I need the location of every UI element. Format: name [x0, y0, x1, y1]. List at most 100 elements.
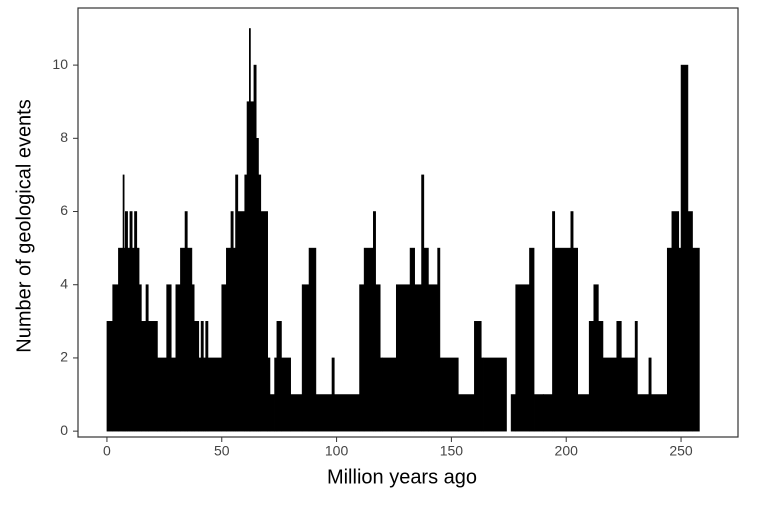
bar [428, 284, 438, 432]
bar [331, 357, 335, 432]
bar [131, 247, 135, 432]
bar [184, 211, 188, 432]
bar [175, 284, 181, 432]
bar [678, 247, 682, 432]
x-axis-title: Million years ago [327, 466, 477, 488]
bar [187, 247, 193, 432]
y-tick-label: 8 [60, 129, 68, 145]
bar [198, 357, 202, 432]
bar [112, 284, 119, 432]
bar [457, 394, 475, 432]
bar [157, 357, 167, 432]
x-tick-label: 50 [214, 443, 230, 459]
x-tick-label: 250 [669, 443, 693, 459]
y-tick-label: 6 [60, 202, 68, 218]
bar [510, 394, 517, 432]
bar [134, 211, 138, 432]
bar [230, 211, 234, 432]
bar [439, 357, 459, 432]
bar [308, 247, 317, 432]
bar [246, 101, 250, 432]
bar [276, 321, 282, 432]
bar [572, 247, 579, 432]
y-axis-title: Number of geological events [13, 99, 35, 352]
bar [552, 211, 556, 432]
bar [125, 211, 128, 432]
bar [480, 357, 484, 432]
bar [423, 247, 429, 432]
bar [593, 284, 599, 432]
y-tick-label: 10 [52, 56, 68, 72]
bar [621, 357, 636, 432]
bar [147, 321, 158, 432]
bar [414, 284, 422, 432]
bar [379, 357, 383, 432]
bar [221, 284, 227, 432]
bar [260, 211, 268, 432]
bar [237, 211, 246, 432]
bar [650, 394, 668, 432]
bar [671, 211, 680, 432]
bar [533, 394, 544, 432]
bar [258, 174, 262, 432]
bar [634, 321, 638, 432]
bar [193, 321, 200, 432]
bar [127, 247, 131, 432]
bar [207, 357, 223, 432]
bar [136, 247, 140, 432]
bar [648, 357, 652, 432]
bar [359, 284, 365, 432]
bar [141, 321, 147, 432]
bar [170, 357, 177, 432]
bar [106, 321, 113, 432]
bar [529, 247, 535, 432]
bar [421, 174, 425, 432]
bar [542, 394, 553, 432]
bar [382, 357, 397, 432]
bar [483, 357, 507, 432]
bar [281, 357, 291, 432]
bar [166, 284, 172, 432]
bar [554, 247, 572, 432]
bar [666, 247, 673, 432]
bar [129, 211, 133, 432]
bar [203, 357, 206, 432]
x-tick-label: 100 [325, 443, 349, 459]
bar [602, 357, 618, 432]
bar [200, 321, 204, 432]
bar [205, 321, 209, 432]
bar [290, 394, 303, 432]
bar [474, 321, 482, 432]
bar [118, 247, 124, 432]
bar [274, 357, 278, 432]
bar [687, 211, 693, 432]
bar [267, 357, 271, 432]
bar [395, 284, 411, 432]
bar [315, 394, 333, 432]
bar [375, 284, 381, 432]
bar [235, 174, 239, 432]
x-tick-label: 150 [440, 443, 464, 459]
bar [637, 394, 650, 432]
bar [244, 174, 248, 432]
x-tick-label: 200 [555, 443, 579, 459]
bar [680, 64, 689, 432]
bar [692, 247, 700, 432]
bar [250, 101, 255, 432]
bar [138, 284, 142, 432]
bar [437, 247, 441, 432]
bar [588, 321, 595, 432]
bar [333, 394, 360, 432]
bar [577, 394, 590, 432]
bar [570, 211, 574, 432]
bar [226, 247, 232, 432]
y-tick-label: 0 [60, 422, 68, 438]
bar [180, 247, 186, 432]
bar [301, 284, 310, 432]
x-tick-label: 0 [103, 443, 111, 459]
bar [145, 284, 149, 432]
bar [363, 247, 374, 432]
y-tick-label: 4 [60, 275, 68, 291]
bar [515, 284, 530, 432]
